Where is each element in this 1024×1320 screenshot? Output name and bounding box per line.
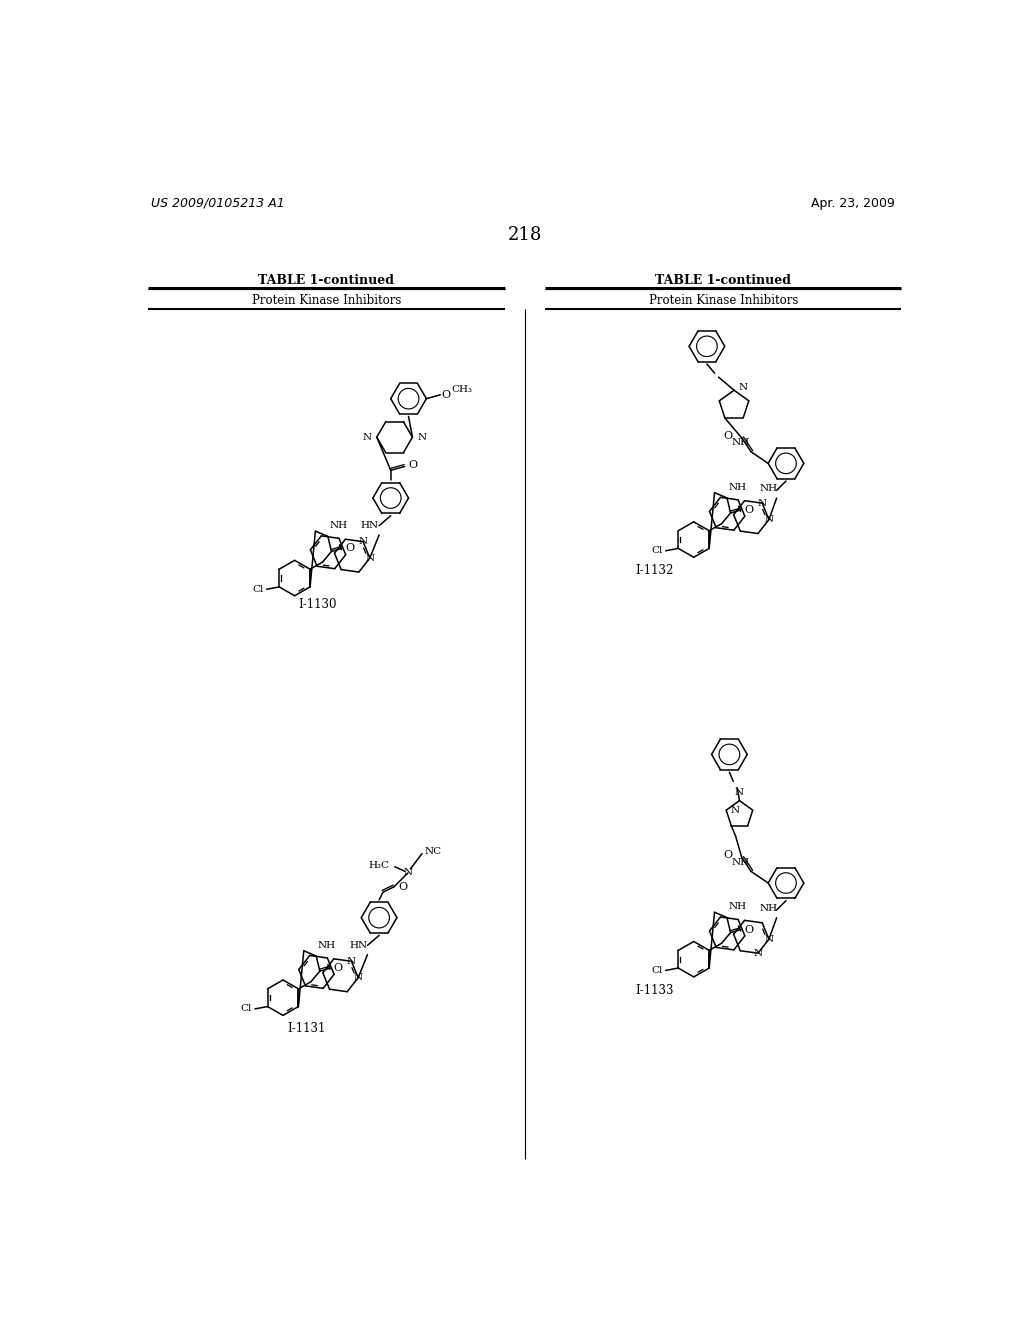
Text: N: N [764,515,773,524]
Text: N: N [347,957,356,966]
Text: N: N [754,949,763,958]
Text: NH: NH [330,521,347,531]
Text: Cl: Cl [241,1005,252,1014]
Text: O: O [744,504,754,515]
Text: TABLE 1-continued: TABLE 1-continued [655,273,792,286]
Text: I-1133: I-1133 [636,983,674,997]
Text: NH: NH [760,484,778,494]
Text: O: O [334,964,342,973]
Text: CH₃: CH₃ [452,385,472,393]
Text: Protein Kinase Inhibitors: Protein Kinase Inhibitors [648,294,798,308]
Text: NH: NH [317,941,336,950]
Text: TABLE 1-continued: TABLE 1-continued [258,273,394,286]
Text: N: N [730,805,739,814]
Text: O: O [345,544,354,553]
Text: N: N [358,537,368,546]
Text: I-1132: I-1132 [636,564,674,577]
Text: NH: NH [731,858,750,867]
Text: Apr. 23, 2009: Apr. 23, 2009 [811,197,895,210]
Text: N: N [366,553,375,562]
Text: NH: NH [760,904,778,913]
Text: NH: NH [728,483,746,492]
Text: HN: HN [349,941,368,950]
Text: N: N [764,935,773,944]
Text: I-1131: I-1131 [287,1022,326,1035]
Text: N: N [735,788,744,797]
Text: O: O [723,850,732,861]
Text: Cl: Cl [651,546,663,556]
Text: O: O [744,924,754,935]
Text: N: N [362,433,372,442]
Text: HN: HN [360,521,379,531]
Text: NC: NC [424,847,441,855]
Text: I-1130: I-1130 [299,598,337,611]
Text: Cl: Cl [252,585,264,594]
Text: N: N [417,433,426,442]
Text: O: O [409,459,418,470]
Text: O: O [398,882,408,892]
Text: N: N [738,383,748,392]
Text: US 2009/0105213 A1: US 2009/0105213 A1 [152,197,285,210]
Text: 218: 218 [508,227,542,244]
Text: Cl: Cl [651,966,663,975]
Text: N: N [403,869,413,878]
Text: O: O [723,430,732,441]
Text: N: N [758,499,767,508]
Text: N: N [353,973,362,982]
Text: Protein Kinase Inhibitors: Protein Kinase Inhibitors [252,294,401,308]
Text: H₃C: H₃C [369,861,389,870]
Text: O: O [442,389,451,400]
Text: NH: NH [731,438,750,447]
Text: NH: NH [728,903,746,911]
